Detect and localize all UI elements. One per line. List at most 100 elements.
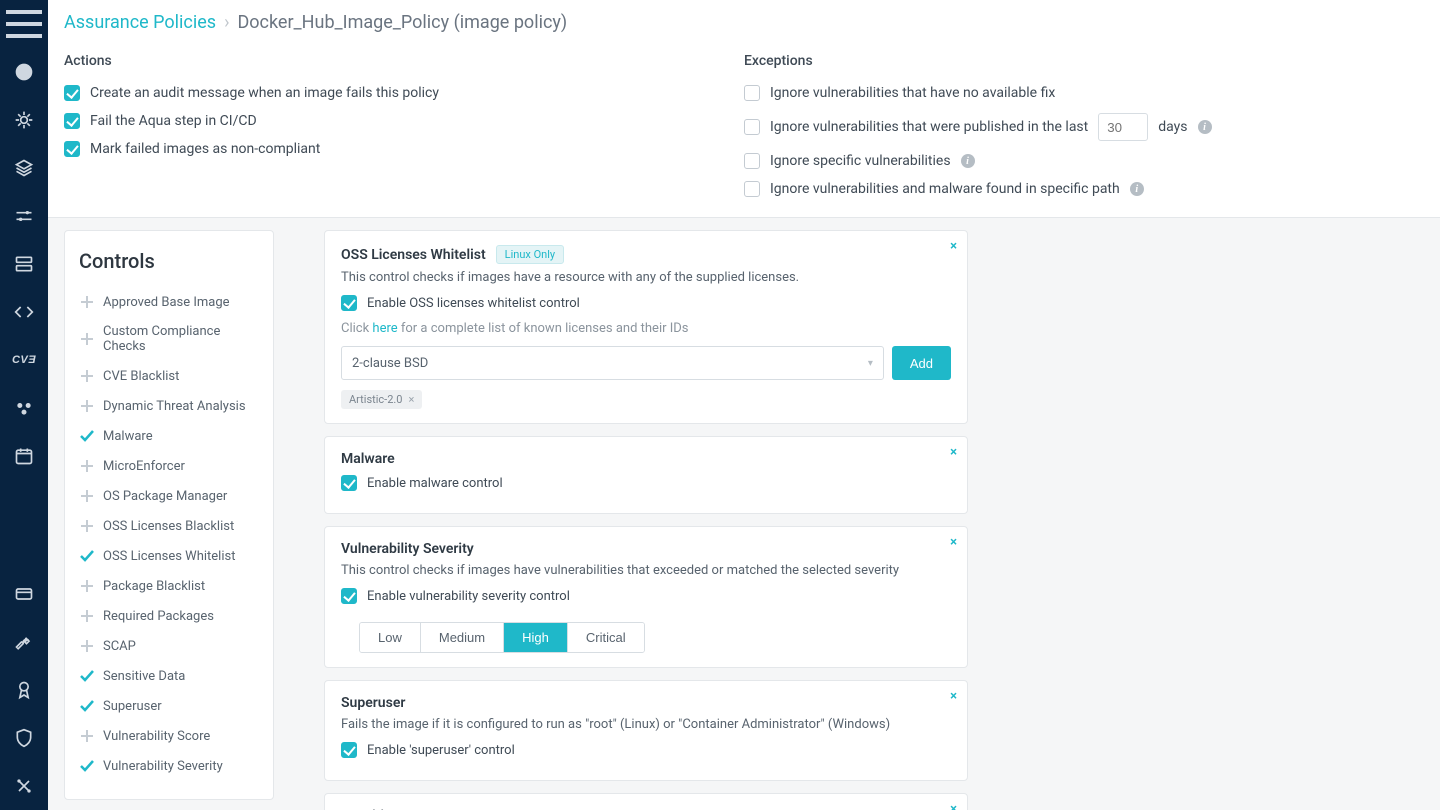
- nav-shield-icon[interactable]: [0, 714, 48, 762]
- severity-critical-button[interactable]: Critical: [568, 623, 644, 652]
- control-item[interactable]: Dynamic Threat Analysis: [79, 391, 259, 421]
- close-icon[interactable]: ×: [950, 239, 957, 254]
- control-label: Vulnerability Severity: [103, 759, 223, 774]
- info-icon[interactable]: i: [961, 154, 975, 168]
- enable-severity-label: Enable vulnerability severity control: [367, 589, 570, 604]
- nav-code-icon[interactable]: [0, 288, 48, 336]
- severity-medium-button[interactable]: Medium: [421, 623, 504, 652]
- control-item[interactable]: Malware: [79, 421, 259, 451]
- action-checkbox[interactable]: [64, 141, 80, 157]
- control-item[interactable]: OSS Licenses Blacklist: [79, 511, 259, 541]
- control-item[interactable]: OS Package Manager: [79, 481, 259, 511]
- nav-card-icon[interactable]: [0, 570, 48, 618]
- control-item[interactable]: Custom Compliance Checks: [79, 317, 259, 361]
- enable-malware-checkbox[interactable]: [341, 475, 357, 491]
- nav-wrench-icon[interactable]: [0, 618, 48, 666]
- exception-checkbox[interactable]: [744, 85, 760, 101]
- breadcrumb: Assurance Policies › Docker_Hub_Image_Po…: [48, 0, 1440, 43]
- exception-checkbox[interactable]: [744, 181, 760, 197]
- actions-column: Actions Create an audit message when an …: [64, 53, 744, 203]
- action-checkbox[interactable]: [64, 85, 80, 101]
- exception-checkbox[interactable]: [744, 153, 760, 169]
- breadcrumb-current: Docker_Hub_Image_Policy (image policy): [237, 12, 567, 33]
- control-item[interactable]: Vulnerability Severity: [79, 751, 259, 781]
- actions-heading: Actions: [64, 53, 744, 69]
- control-item[interactable]: Approved Base Image: [79, 287, 259, 317]
- close-icon[interactable]: ×: [950, 445, 957, 460]
- control-label: OS Package Manager: [103, 489, 227, 504]
- control-item[interactable]: Sensitive Data: [79, 661, 259, 691]
- panel-title: Vulnerability Severity: [341, 541, 474, 557]
- control-item[interactable]: SCAP: [79, 631, 259, 661]
- control-item[interactable]: CVE Blacklist: [79, 361, 259, 391]
- nav-layers-icon[interactable]: [0, 144, 48, 192]
- severity-button-group: LowMediumHighCritical: [359, 622, 645, 653]
- chevron-down-icon: ▾: [868, 358, 873, 369]
- nav-hamburger-icon[interactable]: [0, 0, 48, 48]
- enable-malware-label: Enable malware control: [367, 476, 503, 491]
- nav-dashboard-icon[interactable]: [0, 48, 48, 96]
- plus-icon: [79, 638, 95, 654]
- plus-icon: [79, 518, 95, 534]
- add-license-button[interactable]: Add: [892, 346, 951, 380]
- plus-icon: [79, 458, 95, 474]
- control-label: OSS Licenses Whitelist: [103, 549, 235, 564]
- chevron-right-icon: ›: [224, 12, 229, 33]
- action-row: Mark failed images as non-compliant: [64, 135, 744, 163]
- breadcrumb-root[interactable]: Assurance Policies: [64, 12, 216, 33]
- plus-icon: [79, 608, 95, 624]
- info-icon[interactable]: i: [1198, 120, 1212, 134]
- exception-row: Ignore specific vulnerabilities i: [744, 147, 1424, 175]
- link-prefix: Click: [341, 321, 372, 336]
- controls-heading: Controls: [79, 249, 259, 273]
- control-label: Dynamic Threat Analysis: [103, 399, 246, 414]
- enable-oss-whitelist-checkbox[interactable]: [341, 295, 357, 311]
- control-item[interactable]: Vulnerability Score: [79, 721, 259, 751]
- check-icon: [79, 698, 95, 714]
- exceptions-column: Exceptions Ignore vulnerabilities that h…: [744, 53, 1424, 203]
- control-label: Custom Compliance Checks: [103, 324, 259, 354]
- nav-tools-icon[interactable]: [0, 762, 48, 810]
- control-label: Sensitive Data: [103, 669, 185, 684]
- close-icon[interactable]: ×: [950, 802, 957, 810]
- control-item[interactable]: MicroEnforcer: [79, 451, 259, 481]
- days-input[interactable]: [1098, 113, 1148, 141]
- nav-calendar-icon[interactable]: [0, 432, 48, 480]
- plus-icon: [79, 294, 95, 310]
- linux-only-badge: Linux Only: [496, 245, 564, 264]
- severity-low-button[interactable]: Low: [360, 623, 421, 652]
- info-icon[interactable]: i: [1130, 182, 1144, 196]
- actions-exceptions-band: Actions Create an audit message when an …: [48, 43, 1440, 218]
- close-icon[interactable]: ×: [950, 689, 957, 704]
- nav-ribbon-icon[interactable]: [0, 666, 48, 714]
- exception-label: Ignore specific vulnerabilities: [770, 153, 951, 169]
- exception-label: Ignore vulnerabilities that were publish…: [770, 119, 1088, 135]
- enable-severity-checkbox[interactable]: [341, 588, 357, 604]
- control-item[interactable]: Required Packages: [79, 601, 259, 631]
- nav-cluster-icon[interactable]: [0, 384, 48, 432]
- panel-sensitive: × Sensitive Data Fails the image if it c…: [324, 793, 968, 810]
- control-label: CVE Blacklist: [103, 369, 179, 384]
- exception-checkbox[interactable]: [744, 119, 760, 135]
- panel-title: Malware: [341, 451, 395, 467]
- nav-helm-icon[interactable]: [0, 96, 48, 144]
- control-label: Required Packages: [103, 609, 214, 624]
- control-item[interactable]: Superuser: [79, 691, 259, 721]
- nav-server-icon[interactable]: [0, 240, 48, 288]
- severity-high-button[interactable]: High: [504, 623, 568, 652]
- action-checkbox[interactable]: [64, 113, 80, 129]
- control-label: Approved Base Image: [103, 295, 230, 310]
- panel-desc: This control checks if images have vulne…: [341, 563, 951, 578]
- enable-superuser-checkbox[interactable]: [341, 742, 357, 758]
- control-item[interactable]: Package Blacklist: [79, 571, 259, 601]
- remove-tag-icon[interactable]: ×: [408, 393, 414, 406]
- check-icon: [79, 548, 95, 564]
- control-item[interactable]: OSS Licenses Whitelist: [79, 541, 259, 571]
- close-icon[interactable]: ×: [950, 535, 957, 550]
- nav-cve-icon[interactable]: CVƎ: [0, 336, 48, 384]
- license-select[interactable]: 2-clause BSD ▾: [341, 346, 884, 380]
- action-row: Create an audit message when an image fa…: [64, 79, 744, 107]
- licenses-here-link[interactable]: here: [372, 321, 397, 336]
- panel-severity: × Vulnerability Severity This control ch…: [324, 526, 968, 668]
- nav-sliders-icon[interactable]: [0, 192, 48, 240]
